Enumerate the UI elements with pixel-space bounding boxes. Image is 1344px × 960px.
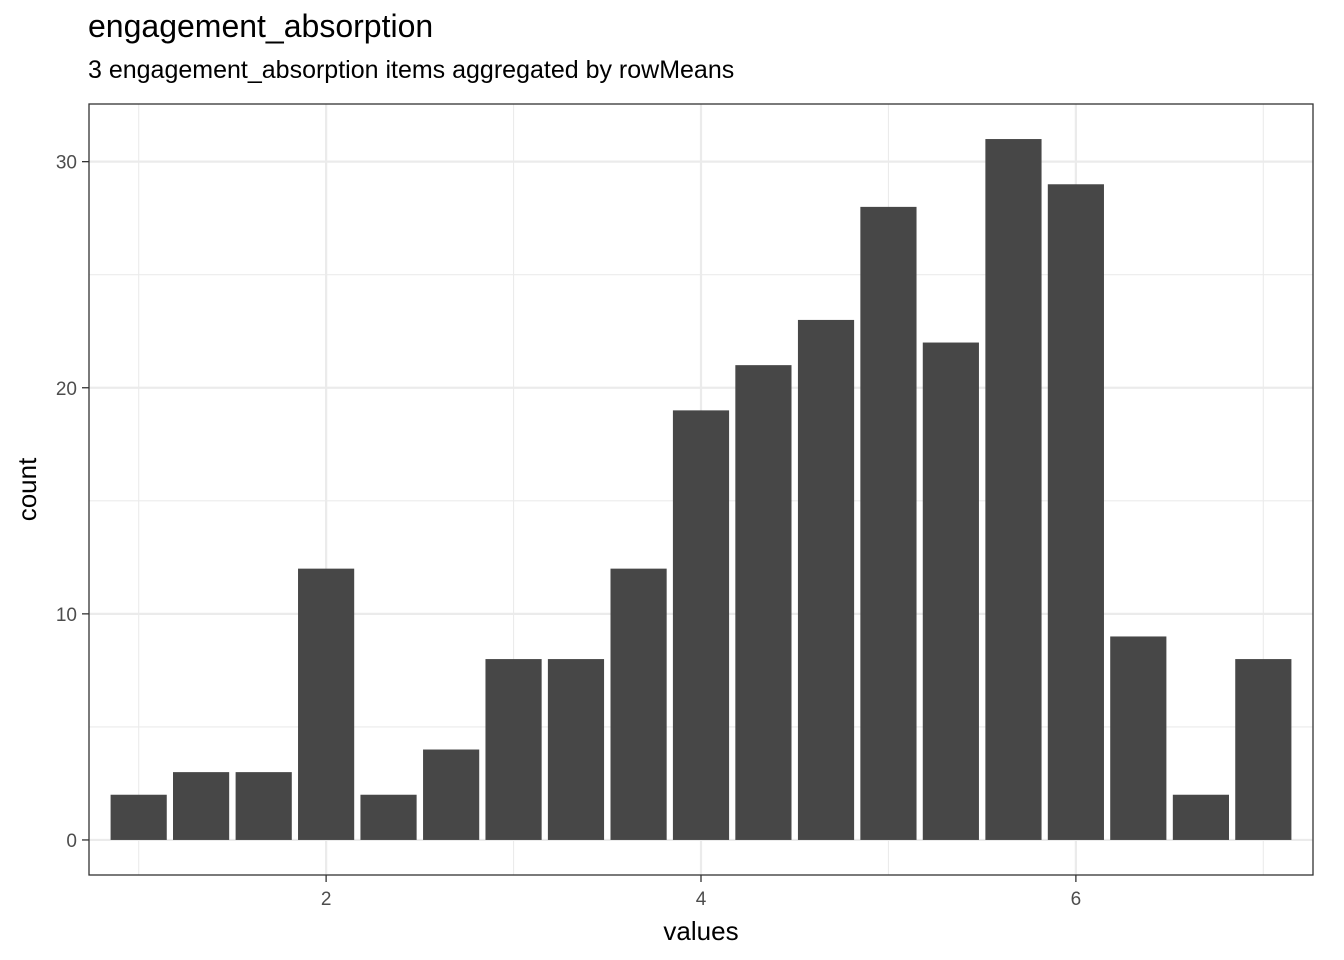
y-axis-title: count — [12, 457, 42, 521]
bar — [235, 772, 292, 840]
bar — [735, 365, 792, 840]
bar — [922, 342, 979, 840]
x-tick-label: 4 — [696, 889, 707, 910]
bar — [423, 749, 480, 840]
y-tick-label: 20 — [56, 379, 77, 400]
y-tick-label: 10 — [56, 605, 77, 626]
y-tick-label: 30 — [56, 153, 77, 174]
y-tick-label: 0 — [66, 831, 77, 852]
bar — [1047, 184, 1104, 840]
axis-tick-labels: 2 4 6 0 10 20 30 — [56, 153, 1081, 910]
x-tick-label: 2 — [321, 889, 332, 910]
bar — [110, 794, 167, 840]
bar — [485, 659, 542, 840]
bar — [610, 568, 667, 840]
chart-subtitle: 3 engagement_absorption items aggregated… — [88, 56, 735, 84]
x-tick-label: 6 — [1071, 889, 1082, 910]
chart-title: engagement_absorption — [88, 8, 434, 44]
axis-ticks — [82, 161, 1077, 882]
bar — [547, 659, 605, 840]
bar — [797, 319, 855, 840]
bar — [672, 410, 730, 840]
bars — [110, 139, 1292, 840]
bar — [985, 139, 1042, 840]
bar — [1235, 659, 1292, 840]
bar — [1172, 794, 1229, 840]
bar — [298, 568, 355, 840]
bar — [1110, 636, 1167, 840]
bar — [860, 206, 917, 840]
bar — [173, 772, 230, 840]
x-axis-title: values — [663, 916, 738, 946]
bar — [360, 794, 417, 840]
